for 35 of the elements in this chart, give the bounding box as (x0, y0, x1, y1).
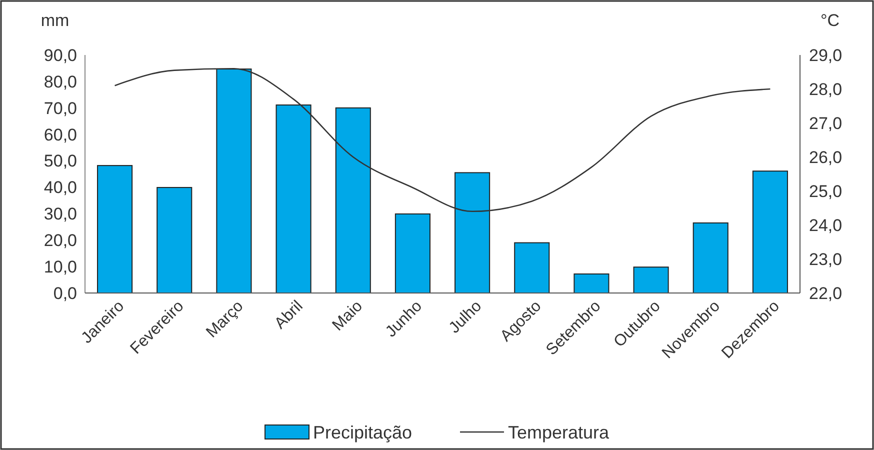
bar (156, 186, 192, 294)
bar (394, 213, 430, 294)
line-series (114, 68, 771, 212)
bar (574, 273, 610, 294)
y-tick-label: 10,0 (44, 258, 77, 277)
y2-tick-label: 26,0 (809, 148, 842, 167)
y-tick-label: 90,0 (44, 46, 77, 65)
bar (97, 165, 133, 294)
y2-tick-label: 27,0 (809, 114, 842, 133)
bar (335, 107, 371, 294)
bar (633, 266, 669, 294)
y2-tick-label: 24,0 (809, 216, 842, 235)
y2-tick-label: 23,0 (809, 250, 842, 269)
y2-tick-label: 29,0 (809, 46, 842, 65)
y2-tick-label: 28,0 (809, 80, 842, 99)
y-axis-title: mm (40, 11, 70, 30)
y-tick-label: 60,0 (44, 125, 77, 144)
bar (216, 68, 252, 294)
bar (514, 242, 550, 294)
y-tick-label: 30,0 (44, 204, 77, 224)
y-tick-label: 80,0 (44, 72, 77, 92)
bar (752, 170, 788, 294)
bar (454, 172, 490, 294)
y-tick-label: 50,0 (44, 152, 77, 171)
y2-tick-label: 22,0 (809, 284, 842, 303)
legend-label: Temperatura (508, 422, 610, 442)
legend-label: Precipitação (313, 422, 412, 442)
y-tick-label: 40,0 (44, 178, 77, 198)
bar (276, 104, 312, 294)
y-tick-label: 0,0 (53, 284, 77, 303)
y2-tick-label: 25,0 (809, 182, 842, 201)
y-tick-label: 20,0 (44, 231, 77, 250)
bar (692, 222, 728, 294)
y-tick-label: 70,0 (44, 98, 77, 118)
y2-axis-title: °C (820, 11, 840, 30)
